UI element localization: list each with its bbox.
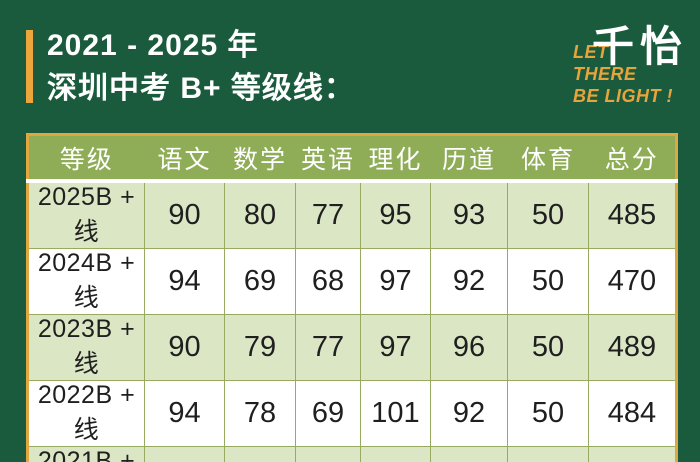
score-cell: 50 bbox=[507, 314, 589, 381]
brand-logo: LET THERE BE LIGHT ! 千怡 bbox=[573, 25, 693, 107]
row-label: 2025B + 线 bbox=[27, 180, 145, 249]
score-cell: 489 bbox=[588, 314, 677, 381]
score-cell: 94 bbox=[144, 248, 225, 315]
score-cell: 97 bbox=[360, 248, 431, 315]
score-cell: 94 bbox=[144, 380, 225, 447]
score-cell: 96 bbox=[430, 314, 508, 381]
score-cell: 90 bbox=[144, 180, 225, 249]
score-cell: 50 bbox=[507, 248, 589, 315]
score-cell: 78 bbox=[224, 380, 296, 447]
score-cell: 90 bbox=[144, 314, 225, 381]
table-row: 2023B + 线 90 79 77 97 96 50 489 bbox=[27, 314, 677, 381]
score-cell: 69 bbox=[295, 380, 361, 447]
score-cell: 80 bbox=[224, 180, 296, 249]
score-cell: 77 bbox=[295, 180, 361, 249]
page-title-line1: 2021 - 2025 年 bbox=[47, 29, 259, 62]
column-header: 语文 bbox=[144, 134, 225, 183]
score-cell: 92 bbox=[430, 380, 508, 447]
column-header: 等级 bbox=[27, 134, 145, 183]
column-header: 体育 bbox=[507, 134, 589, 183]
score-cell: 98 bbox=[144, 446, 225, 462]
score-cell: 79 bbox=[224, 314, 296, 381]
logo-tagline-line3: BE LIGHT ! bbox=[573, 86, 673, 106]
row-label: 2023B + 线 bbox=[27, 314, 145, 381]
grade-line-table: 等级 语文 数学 英语 理化 历道 体育 总分 2025B + 线 90 80 77 95 93 50 48… bbox=[26, 133, 678, 462]
table-row: 2024B + 线 94 69 68 97 92 50 470 bbox=[27, 248, 677, 315]
column-header: 历道 bbox=[430, 134, 508, 183]
score-cell: 470 bbox=[588, 248, 677, 315]
header-row: 等级 语文 数学 英语 理化 历道 体育 总分 bbox=[27, 134, 677, 183]
column-header: 理化 bbox=[360, 134, 431, 183]
score-cell: 484 bbox=[588, 380, 677, 447]
score-cell: 70 bbox=[295, 446, 361, 462]
score-cell: 483 bbox=[588, 446, 677, 462]
row-label: 2022B + 线 bbox=[27, 380, 145, 447]
score-cell: 92 bbox=[430, 248, 508, 315]
score-cell: 97 bbox=[360, 314, 431, 381]
logo-tagline-line2: THERE bbox=[573, 64, 637, 84]
score-cell: 50 bbox=[507, 380, 589, 447]
row-label: 2024B + 线 bbox=[27, 248, 145, 315]
row-label: 2021B + 线 bbox=[27, 446, 145, 462]
score-cell: 68 bbox=[295, 248, 361, 315]
score-cell: 485 bbox=[588, 180, 677, 249]
logo-chinese-wordmark: 千怡 bbox=[592, 25, 689, 71]
table-body: 2025B + 线 90 80 77 95 93 50 485 2024B + 线 94 69 68 9… bbox=[27, 180, 677, 462]
score-cell: 69 bbox=[224, 248, 296, 315]
table-row: 2022B + 线 94 78 69 101 92 50 484 bbox=[27, 380, 677, 447]
column-header: 数学 bbox=[224, 134, 296, 183]
table-row: 2021B + 线9872701019250483 bbox=[27, 446, 677, 462]
table-row: 2025B + 线 90 80 77 95 93 50 485 bbox=[27, 180, 677, 249]
score-cell: 50 bbox=[507, 446, 589, 462]
column-header: 英语 bbox=[295, 134, 361, 183]
page-title-line2: 深圳中考 B+ 等级线： bbox=[47, 72, 355, 105]
column-header: 总分 bbox=[588, 134, 677, 183]
score-cell: 95 bbox=[360, 180, 431, 249]
score-cell: 50 bbox=[507, 180, 589, 249]
logo-tagline-line1: LET bbox=[573, 42, 609, 62]
title-accent-bar bbox=[26, 30, 33, 103]
score-cell: 92 bbox=[430, 446, 508, 462]
page-title: 2021 - 2025 年 深圳中考 B+ 等级线： bbox=[47, 24, 355, 110]
score-cell: 101 bbox=[360, 446, 431, 462]
score-cell: 93 bbox=[430, 180, 508, 249]
score-cell: 101 bbox=[360, 380, 431, 447]
score-cell: 77 bbox=[295, 314, 361, 381]
score-cell: 72 bbox=[224, 446, 296, 462]
